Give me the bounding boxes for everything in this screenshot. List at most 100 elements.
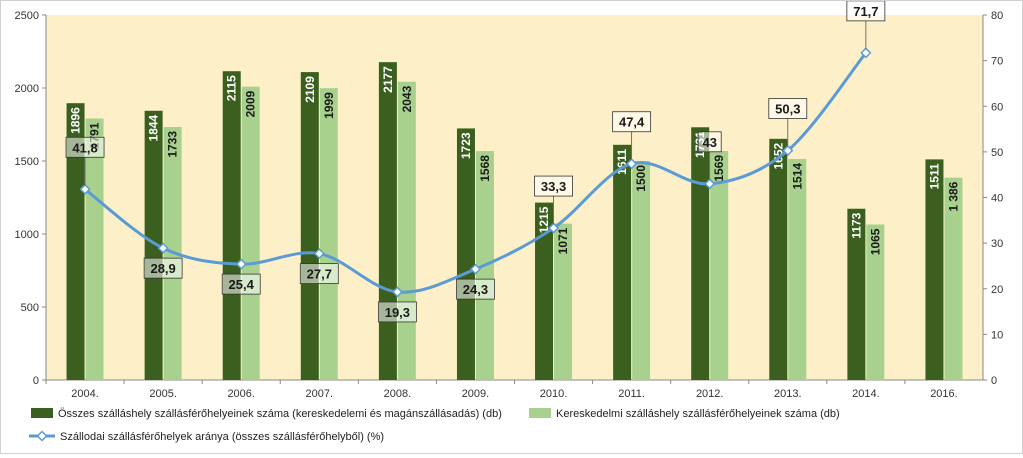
x-tick-label: 2012. [696, 388, 724, 400]
legend-label: Szállodai szállásférőhelyek aránya (össz… [60, 431, 384, 443]
line-data-label: 47,4 [619, 115, 645, 130]
x-axis: 2004. 2005. 2006. 2007. 2008. 2009. 2010. 2011.… [45, 379, 983, 400]
plot-area [46, 15, 983, 380]
line-label-box [846, 0, 886, 22]
bar-data-label: 1896 [69, 107, 83, 134]
line-label-box [534, 175, 573, 197]
bar-data-label: 2115 [225, 75, 239, 101]
line-point [782, 144, 794, 157]
bar [944, 177, 963, 380]
right-tick-label: 60 [991, 101, 1003, 113]
line-point [79, 183, 91, 195]
bar [632, 161, 651, 380]
legend: Összes szálláshely szállásférőhelyeinek … [29, 408, 840, 443]
bar [691, 127, 710, 380]
line-label-box [377, 301, 417, 323]
bar [144, 110, 163, 380]
bar-data-label: 1844 [147, 114, 161, 141]
line-data-label: 41,8 [72, 140, 97, 155]
line-point [391, 286, 403, 298]
line-data-label: 50,3 [775, 102, 800, 117]
left-tick-label: 2500 [15, 10, 39, 22]
line-label-box [65, 136, 105, 158]
legend-label: Kereskedelmi szálláshely szállásférőhely… [556, 408, 840, 420]
x-tick-label: 2008. [384, 388, 412, 400]
bar [925, 159, 944, 380]
right-tick-label: 10 [991, 329, 1003, 341]
bar-data-label: 1500 [634, 165, 648, 192]
bar [847, 208, 866, 380]
x-tick-label: 2004. [71, 388, 99, 400]
x-tick-label: 2010. [540, 388, 568, 400]
line-label-box [143, 257, 183, 279]
bar-data-label: 1652 [771, 142, 785, 169]
line-label-box [768, 98, 808, 119]
right-tick-label: 40 [991, 193, 1003, 205]
bar-data-label: 2109 [303, 76, 317, 103]
x-tick-label: 2016. [930, 388, 958, 400]
right-tick-label: 0 [991, 375, 997, 387]
bar [85, 118, 104, 380]
right-tick-label: 70 [991, 56, 1003, 68]
bar-data-label: 1215 [537, 206, 551, 233]
x-tick-label: 2005. [149, 388, 177, 400]
bar [554, 223, 573, 380]
bar [319, 88, 338, 381]
bar [222, 71, 241, 381]
line-point [704, 178, 716, 190]
x-tick-label: 2011. [618, 388, 645, 400]
line-point [469, 263, 482, 275]
right-tick-label: 80 [991, 10, 1003, 22]
bar [788, 158, 807, 380]
legend-label: Összes szálláshely szállásférőhelyeinek … [58, 408, 502, 420]
bar-data-label: 2009 [244, 90, 258, 117]
bar [66, 103, 85, 381]
line-label-box [456, 278, 495, 300]
bar [769, 138, 788, 380]
line-data-label: 28,9 [150, 261, 175, 276]
left-tick-label: 1500 [15, 156, 39, 168]
line-data-label: 27,7 [307, 267, 332, 282]
bar-data-label: 2043 [400, 85, 414, 112]
right-tick-label: 50 [991, 147, 1003, 159]
line-point [157, 242, 169, 254]
legend-marker [36, 430, 48, 442]
x-tick-label: 2006. [227, 388, 255, 400]
line-data-label: 33,3 [541, 179, 566, 194]
line-series: 41,8 28,9 25,4 27,7 19,3 24,3 33,3 47,4 43 50,3 71… [65, 0, 886, 323]
bar-data-label: 1568 [478, 155, 492, 182]
line-point [235, 258, 247, 270]
line-path [84, 51, 868, 294]
x-tick-label: 2009. [462, 388, 490, 400]
line-point [626, 158, 638, 170]
bar-data-label: 1723 [459, 132, 473, 159]
line-point [547, 222, 560, 234]
x-tick-label: 2013. [774, 388, 802, 400]
bar-data-label: 2177 [381, 66, 395, 93]
legend-swatch [31, 408, 53, 418]
bar-data-label: 1569 [712, 155, 726, 182]
bar-data-label: 1 386 [946, 181, 960, 211]
right-tick-label: 20 [991, 284, 1003, 296]
x-tick-label: 2014. [852, 388, 880, 400]
left-axis: 0 500 1000 1500 2000 2500 [15, 10, 47, 387]
bar-data-label: 1514 [790, 163, 804, 190]
line-data-label: 25,4 [229, 277, 255, 292]
left-tick-label: 2000 [15, 83, 39, 95]
bar-data-label: 1173 [849, 212, 863, 238]
left-tick-label: 500 [21, 302, 39, 314]
bar [866, 224, 885, 380]
bar [397, 81, 416, 381]
legend-swatch [529, 408, 551, 418]
bar [613, 144, 632, 380]
bar [378, 62, 397, 381]
x-tick-label: 2007. [306, 388, 334, 400]
bar [535, 202, 554, 380]
bar-data-label: 1511 [927, 163, 941, 189]
right-axis: 0 10 20 30 40 50 60 70 80 [982, 10, 1003, 387]
bar [241, 86, 260, 380]
line-label-box [299, 263, 339, 285]
line-label-box [612, 111, 652, 133]
